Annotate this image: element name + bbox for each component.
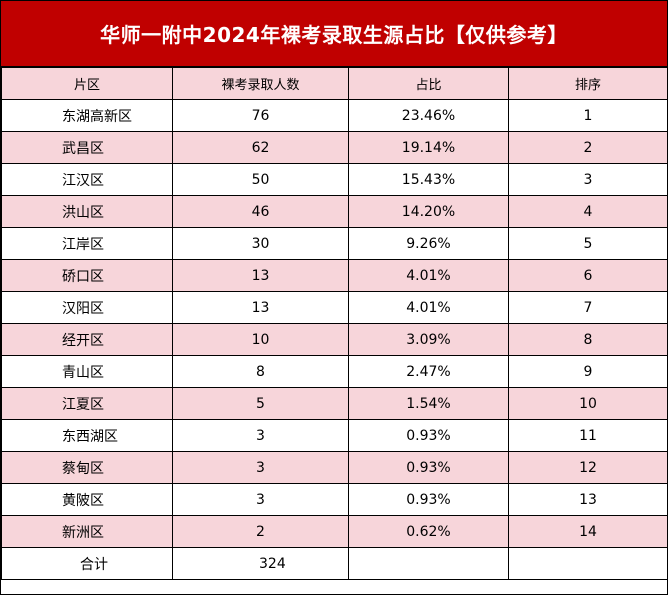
district-cell: 东西湖区 <box>1 419 173 452</box>
header-rank: 排序 <box>508 67 668 100</box>
count-cell: 3 <box>172 483 349 516</box>
district-cell: 汉阳区 <box>1 291 173 324</box>
count-cell: 8 <box>172 355 349 388</box>
district-cell: 洪山区 <box>1 195 173 228</box>
share-cell: 23.46% <box>348 99 509 132</box>
table-title: 华师一附中2024年裸考录取生源占比【仅供参考】 <box>1 1 667 67</box>
count-cell: 3 <box>172 419 349 452</box>
count-cell: 5 <box>172 387 349 420</box>
header-share: 占比 <box>348 67 509 100</box>
share-cell: 4.01% <box>348 291 509 324</box>
header-row: 片区 裸考录取人数 占比 排序 <box>1 67 668 100</box>
rank-cell: 5 <box>508 227 668 260</box>
count-cell: 2 <box>172 515 349 548</box>
count-cell: 50 <box>172 163 349 196</box>
table-body: 东湖高新区 76 23.46% 1 武昌区 62 19.14% 2 江汉区 50 15.43% 3 洪山… <box>1 99 668 580</box>
district-cell: 江夏区 <box>1 387 173 420</box>
table-row: 江夏区 5 1.54% 10 <box>1 387 668 420</box>
share-cell: 14.20% <box>348 195 509 228</box>
share-cell: 0.93% <box>348 483 509 516</box>
share-cell: 15.43% <box>348 163 509 196</box>
district-cell: 硚口区 <box>1 259 173 292</box>
rank-cell: 4 <box>508 195 668 228</box>
table-row: 江汉区 50 15.43% 3 <box>1 163 668 196</box>
table-row: 汉阳区 13 4.01% 7 <box>1 291 668 324</box>
count-cell: 30 <box>172 227 349 260</box>
table-row: 黄陂区 3 0.93% 13 <box>1 483 668 516</box>
count-cell: 76 <box>172 99 349 132</box>
share-cell: 1.54% <box>348 387 509 420</box>
rank-cell: 10 <box>508 387 668 420</box>
table-row: 江岸区 30 9.26% 5 <box>1 227 668 260</box>
district-cell: 江岸区 <box>1 227 173 260</box>
share-cell: 3.09% <box>348 323 509 356</box>
table-row: 青山区 8 2.47% 9 <box>1 355 668 388</box>
rank-cell: 14 <box>508 515 668 548</box>
table-row: 东西湖区 3 0.93% 11 <box>1 419 668 452</box>
district-cell: 新洲区 <box>1 515 173 548</box>
rank-cell: 3 <box>508 163 668 196</box>
count-cell: 13 <box>172 259 349 292</box>
table-row: 武昌区 62 19.14% 2 <box>1 131 668 164</box>
rank-cell: 8 <box>508 323 668 356</box>
district-cell: 黄陂区 <box>1 483 173 516</box>
share-cell: 0.93% <box>348 419 509 452</box>
rank-cell: 1 <box>508 99 668 132</box>
rank-cell: 6 <box>508 259 668 292</box>
count-cell: 46 <box>172 195 349 228</box>
share-cell: 9.26% <box>348 227 509 260</box>
total-row: 合计 324 <box>1 547 668 580</box>
count-cell: 62 <box>172 131 349 164</box>
total-count-cell: 324 <box>172 547 349 580</box>
table-row: 东湖高新区 76 23.46% 1 <box>1 99 668 132</box>
table-row: 洪山区 46 14.20% 4 <box>1 195 668 228</box>
header-district: 片区 <box>1 67 173 100</box>
share-cell: 0.93% <box>348 451 509 484</box>
count-cell: 10 <box>172 323 349 356</box>
district-cell: 经开区 <box>1 323 173 356</box>
table-row: 硚口区 13 4.01% 6 <box>1 259 668 292</box>
table-row: 新洲区 2 0.62% 14 <box>1 515 668 548</box>
rank-cell: 7 <box>508 291 668 324</box>
rank-cell: 2 <box>508 131 668 164</box>
admission-data-table: 片区 裸考录取人数 占比 排序 东湖高新区 76 23.46% 1 武昌区 62 19.14… <box>1 67 668 580</box>
district-cell: 武昌区 <box>1 131 173 164</box>
district-cell: 东湖高新区 <box>1 99 173 132</box>
table-row: 蔡甸区 3 0.93% 12 <box>1 451 668 484</box>
total-rank-cell <box>508 547 668 580</box>
share-cell: 0.62% <box>348 515 509 548</box>
district-cell: 青山区 <box>1 355 173 388</box>
total-label-cell: 合计 <box>1 547 173 580</box>
share-cell: 19.14% <box>348 131 509 164</box>
total-share-cell <box>348 547 509 580</box>
count-cell: 3 <box>172 451 349 484</box>
rank-cell: 11 <box>508 419 668 452</box>
count-cell: 13 <box>172 291 349 324</box>
district-cell: 江汉区 <box>1 163 173 196</box>
share-cell: 2.47% <box>348 355 509 388</box>
share-cell: 4.01% <box>348 259 509 292</box>
rank-cell: 13 <box>508 483 668 516</box>
header-count: 裸考录取人数 <box>172 67 349 100</box>
table-row: 经开区 10 3.09% 8 <box>1 323 668 356</box>
rank-cell: 12 <box>508 451 668 484</box>
district-cell: 蔡甸区 <box>1 451 173 484</box>
rank-cell: 9 <box>508 355 668 388</box>
